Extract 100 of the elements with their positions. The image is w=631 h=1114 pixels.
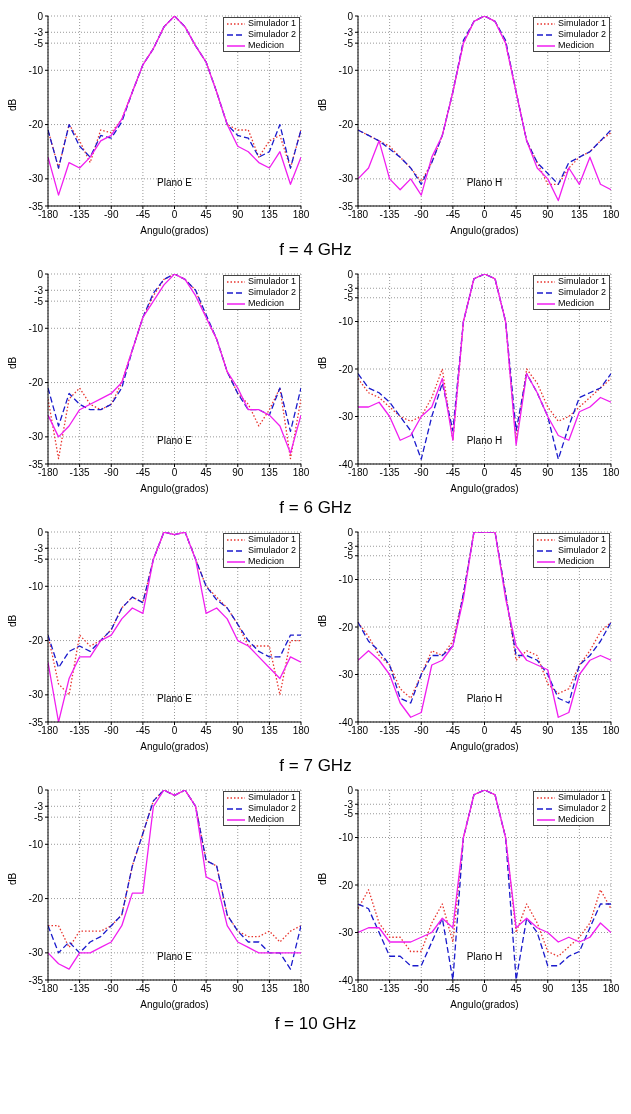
x-tick-label: 180	[292, 467, 310, 479]
y-tick-label: -30	[28, 689, 44, 701]
x-tick-label: -135	[379, 467, 401, 479]
y-tick-label: -35	[28, 200, 44, 212]
x-tick-label: -135	[379, 209, 401, 221]
x-tick-label: -135	[69, 983, 91, 995]
x-tick-label: 45	[510, 467, 523, 479]
legend-label: Medicion	[557, 556, 594, 567]
x-tick-label: 45	[510, 209, 523, 221]
y-tick-label: -5	[34, 37, 44, 49]
y-tick-label: -35	[28, 974, 44, 986]
x-tick-label: 135	[571, 209, 589, 221]
y-tick-label: 0	[347, 268, 354, 280]
x-tick-label: 180	[602, 467, 620, 479]
y-tick-label: -10	[338, 64, 354, 76]
y-tick-label: -10	[338, 316, 354, 328]
x-tick-label: 135	[261, 209, 279, 221]
x-axis-title: Angulo(grados)	[140, 225, 209, 236]
y-tick-label: -5	[34, 811, 44, 823]
y-tick-label: 0	[347, 784, 354, 796]
y-axis-title: dB	[6, 614, 18, 627]
y-axis-title: dB	[316, 614, 328, 627]
x-axis-title: Angulo(grados)	[450, 483, 519, 494]
legend-label: Medicion	[247, 298, 284, 309]
x-tick-label: 180	[602, 209, 620, 221]
y-tick-label: -5	[344, 37, 354, 49]
y-tick-label: -20	[28, 119, 44, 131]
x-tick-label: -135	[69, 209, 91, 221]
x-tick-label: -180	[37, 209, 59, 221]
text: f = 10 GHz	[274, 1014, 357, 1033]
annotation: Plano H	[466, 693, 503, 704]
legend-label: Simulador 1	[247, 18, 296, 29]
x-tick-label: -45	[135, 467, 151, 479]
x-axis-title: Angulo(grados)	[450, 225, 519, 236]
x-tick-label: 90	[232, 209, 244, 221]
x-tick-label: -90	[414, 725, 429, 737]
x-tick-label: 45	[200, 467, 213, 479]
y-tick-label: -20	[28, 377, 44, 389]
y-tick-label: -30	[338, 927, 354, 939]
y-tick-label: -10	[28, 838, 44, 850]
y-axis-title: dB	[6, 356, 18, 369]
y-tick-label: -5	[34, 295, 44, 307]
x-tick-label: 90	[542, 209, 554, 221]
x-tick-label: 135	[261, 983, 279, 995]
y-tick-label: 0	[37, 784, 44, 796]
legend-label: Simulador 2	[557, 545, 606, 556]
x-tick-label: 90	[542, 725, 554, 737]
x-axis-title: Angulo(grados)	[140, 741, 209, 752]
y-axis-title: dB	[316, 356, 328, 369]
legend-label: Simulador 2	[247, 803, 296, 814]
x-tick-label: -135	[69, 467, 91, 479]
text: f = 6 GHz	[279, 498, 352, 517]
text: f = 7 GHz	[279, 756, 352, 775]
y-tick-label: -3	[34, 800, 44, 812]
annotation: Plano H	[466, 177, 503, 188]
x-tick-label: -180	[37, 983, 59, 995]
x-tick-label: 90	[232, 467, 244, 479]
x-tick-label: 90	[232, 983, 244, 995]
y-axis-title: dB	[316, 98, 328, 111]
x-tick-label: 180	[292, 209, 310, 221]
x-tick-label: 180	[602, 983, 620, 995]
x-tick-label: -180	[347, 983, 369, 995]
y-tick-label: -3	[344, 540, 354, 552]
y-tick-label: -30	[338, 173, 354, 185]
y-tick-label: 0	[37, 10, 44, 22]
annotation: Plano E	[156, 951, 193, 962]
x-tick-label: -135	[379, 983, 401, 995]
legend-label: Simulador 1	[557, 18, 606, 29]
y-tick-label: -3	[344, 26, 354, 38]
y-tick-label: -30	[28, 173, 44, 185]
legend-label: Medicion	[557, 40, 594, 51]
x-tick-label: -180	[37, 467, 59, 479]
x-tick-label: -180	[347, 209, 369, 221]
x-tick-label: 0	[171, 725, 178, 737]
legend-label: Simulador 1	[247, 792, 296, 803]
x-tick-label: -90	[414, 209, 429, 221]
x-tick-label: 0	[171, 209, 178, 221]
x-axis-title: Angulo(grados)	[140, 483, 209, 494]
x-tick-label: 135	[261, 725, 279, 737]
x-tick-label: -45	[445, 209, 461, 221]
y-tick-label: -20	[28, 635, 44, 647]
x-tick-label: -90	[414, 983, 429, 995]
x-tick-label: -45	[445, 467, 461, 479]
y-tick-label: -30	[28, 947, 44, 959]
x-axis-title: Angulo(grados)	[140, 999, 209, 1010]
y-tick-label: 0	[347, 10, 354, 22]
y-tick-label: -10	[28, 64, 44, 76]
x-tick-label: -90	[104, 209, 119, 221]
y-tick-label: -3	[34, 284, 44, 296]
y-tick-label: 0	[37, 526, 44, 538]
x-tick-label: -180	[347, 725, 369, 737]
x-tick-label: -180	[37, 725, 59, 737]
x-tick-label: -135	[379, 725, 401, 737]
x-axis-title: Angulo(grados)	[450, 741, 519, 752]
y-tick-label: -30	[28, 431, 44, 443]
y-tick-label: -10	[28, 322, 44, 334]
x-tick-label: 180	[602, 725, 620, 737]
y-tick-label: -5	[34, 553, 44, 565]
y-tick-label: -3	[344, 282, 354, 294]
y-tick-label: -35	[28, 716, 44, 728]
